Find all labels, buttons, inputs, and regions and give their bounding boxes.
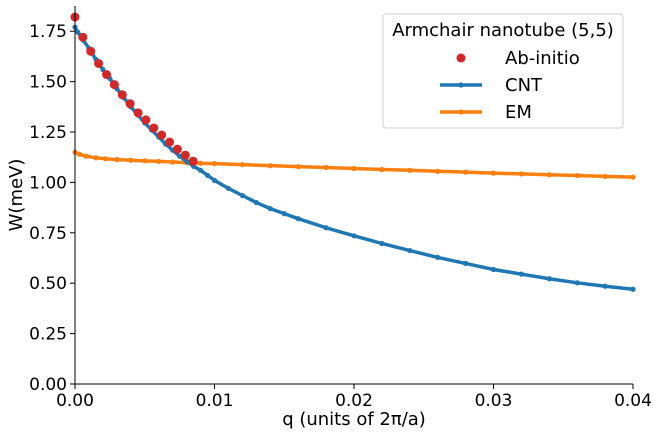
series-point-cnt — [602, 283, 608, 289]
legend-label-ab-initio: Ab-initio — [505, 48, 580, 69]
series-point-em — [518, 171, 525, 177]
series-point-em — [379, 166, 385, 173]
series-point-em — [407, 167, 413, 173]
series-point-cnt — [225, 185, 232, 192]
legend-items: Ab-initio CNT EM — [440, 48, 580, 123]
series-point-cnt — [267, 206, 273, 212]
series-point-cnt — [239, 192, 245, 199]
series-point-em — [211, 161, 218, 167]
y-tick-label: 1.00 — [29, 173, 67, 193]
series-point-em — [76, 151, 82, 157]
x-axis-label: q (units of 2π/a) — [282, 409, 426, 430]
series-point-cnt — [463, 260, 469, 267]
series-point-ab-initio — [172, 144, 182, 154]
legend-marker-ab-initio — [456, 53, 466, 63]
legend-marker-em — [458, 109, 464, 115]
series-point-cnt — [211, 177, 218, 183]
x-tick-label: 0.03 — [475, 391, 513, 411]
series-point-em — [156, 158, 162, 165]
series-point-cnt — [351, 233, 357, 239]
y-tick-label: 0.75 — [29, 224, 67, 244]
series-point-em — [93, 155, 99, 161]
legend-box — [382, 13, 624, 129]
series-point-em — [574, 172, 580, 179]
legend-marker-cnt — [458, 82, 464, 88]
series-point-em — [602, 173, 608, 179]
series-point-em — [103, 156, 109, 162]
series-point-em — [142, 158, 148, 164]
series-point-em — [435, 168, 441, 174]
series-point-cnt — [253, 199, 259, 206]
plot-area — [70, 12, 636, 292]
series-point-em — [114, 157, 120, 163]
x-ticks: 0.00 0.01 0.02 0.03 0.04 — [56, 384, 652, 411]
series-point-cnt — [323, 225, 329, 231]
series-point-em — [630, 174, 636, 180]
series-point-em — [128, 157, 134, 163]
y-tick-label: 0.00 — [29, 375, 67, 395]
x-tick-label: 0.02 — [335, 391, 373, 411]
series-point-ab-initio — [86, 46, 96, 56]
legend: Armchair nanotube (5,5) Ab-initio CNT EM — [382, 13, 624, 129]
x-tick-label: 0.00 — [56, 391, 94, 411]
series-point-cnt — [630, 286, 636, 292]
y-tick-label: 1.25 — [29, 123, 67, 143]
series-point-em — [239, 162, 245, 168]
y-ticks: 0.00 0.25 0.50 0.75 1.00 1.25 1.50 1.75 — [29, 22, 75, 395]
series-point-em — [267, 163, 273, 169]
legend-title: Armchair nanotube (5,5) — [392, 20, 614, 41]
series-point-em — [546, 172, 552, 178]
series-point-cnt — [379, 240, 385, 247]
legend-label-cnt: CNT — [505, 75, 543, 96]
series-point-cnt — [75, 29, 81, 35]
series-point-ab-initio — [157, 130, 167, 140]
series-point-em — [351, 165, 357, 172]
series-point-ab-initio — [94, 58, 104, 68]
x-tick-label: 0.04 — [614, 391, 652, 411]
series-point-cnt — [407, 247, 413, 254]
series-point-em — [490, 170, 497, 176]
series-point-ab-initio — [188, 156, 198, 166]
series-point-cnt — [435, 254, 441, 260]
series-point-cnt — [184, 158, 190, 164]
series-point-ab-initio — [180, 150, 190, 160]
series-point-em — [323, 164, 329, 171]
series-point-cnt — [546, 276, 552, 282]
series-point-cnt — [518, 271, 525, 277]
series-point-cnt — [197, 167, 204, 173]
series-point-ab-initio — [109, 80, 119, 90]
series-point-ab-initio — [125, 99, 135, 109]
series-point-ab-initio — [78, 32, 88, 42]
series-point-ab-initio — [165, 137, 175, 147]
y-tick-label: 1.50 — [29, 73, 67, 93]
y-tick-label: 0.25 — [29, 325, 67, 345]
y-tick-label: 0.50 — [29, 274, 67, 294]
legend-label-em: EM — [505, 102, 532, 123]
y-axis-label: W(meV) — [6, 159, 27, 232]
series-line-em — [73, 150, 635, 179]
series-point-em — [83, 153, 89, 159]
series-point-cnt — [204, 172, 211, 178]
series-point-em — [197, 160, 204, 166]
x-tick-label: 0.01 — [196, 391, 234, 411]
series-point-cnt — [295, 216, 301, 222]
series-point-cnt — [574, 280, 580, 286]
series-point-ab-initio — [149, 123, 159, 133]
y-tick-label: 1.75 — [29, 22, 67, 42]
series-point-ab-initio — [141, 115, 151, 125]
series-point-ab-initio — [133, 108, 143, 118]
series-point-cnt — [281, 211, 287, 217]
series-point-em — [295, 164, 301, 170]
series-point-em — [170, 159, 176, 165]
series-point-em — [463, 169, 469, 175]
series-point-cnt — [490, 266, 497, 273]
series-point-ab-initio — [102, 70, 112, 80]
series-point-ab-initio — [117, 90, 127, 100]
